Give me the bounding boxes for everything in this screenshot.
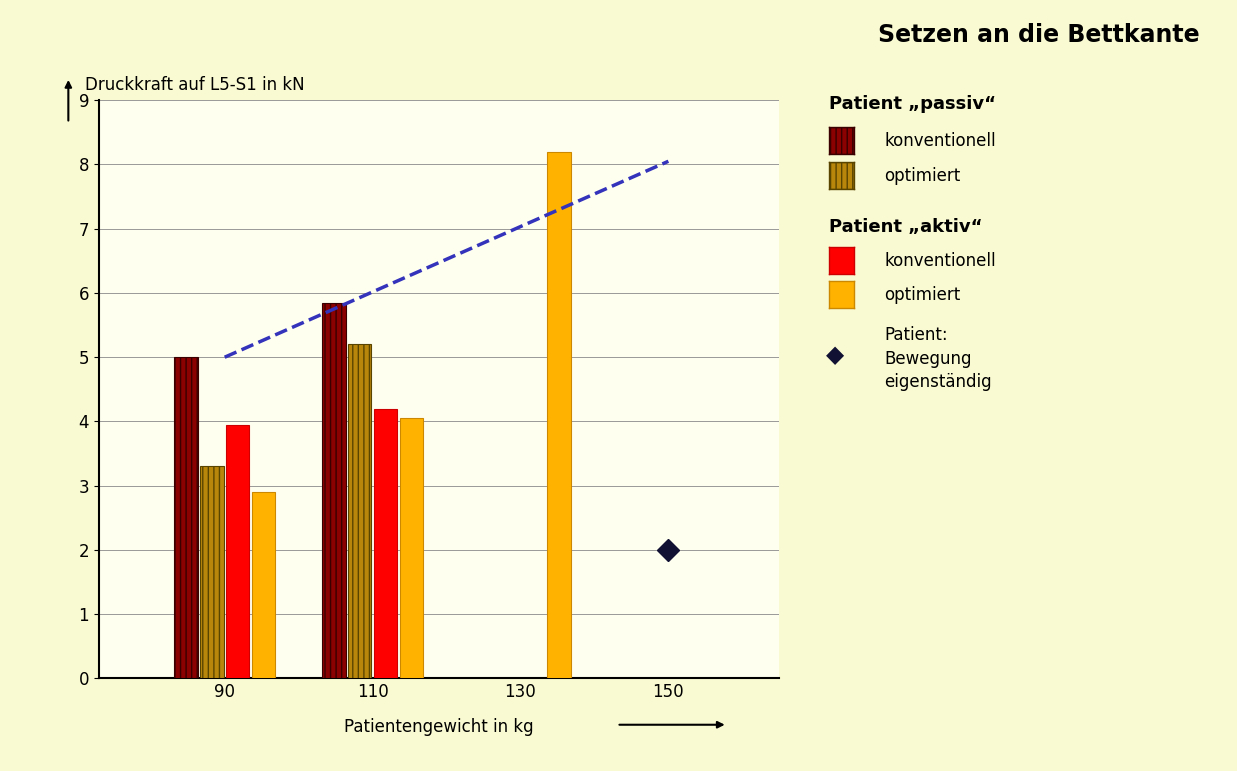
Text: Druckkraft auf L5-S1 in kN: Druckkraft auf L5-S1 in kN [85,76,306,95]
Text: optimiert: optimiert [884,167,961,185]
Bar [400,419,423,678]
Text: konventionell: konventionell [884,251,996,270]
Text: Setzen an die Bettkante: Setzen an die Bettkante [878,23,1200,47]
Text: Patient „passiv“: Patient „passiv“ [829,95,996,113]
Bar [251,492,276,678]
Text: Patient:
Bewegung
eigenständig: Patient: Bewegung eigenständig [884,326,992,391]
Bar [322,303,345,678]
Text: ◆: ◆ [826,342,844,367]
Text: Patient „aktiv“: Patient „aktiv“ [829,218,982,237]
Bar [348,345,371,678]
Bar [226,425,250,678]
Bar [374,409,397,678]
Bar [174,357,198,678]
Bar [200,466,224,678]
X-axis label: Patientengewicht in kg: Patientengewicht in kg [344,718,534,736]
Bar [548,152,571,678]
Text: konventionell: konventionell [884,132,996,150]
Text: optimiert: optimiert [884,286,961,305]
